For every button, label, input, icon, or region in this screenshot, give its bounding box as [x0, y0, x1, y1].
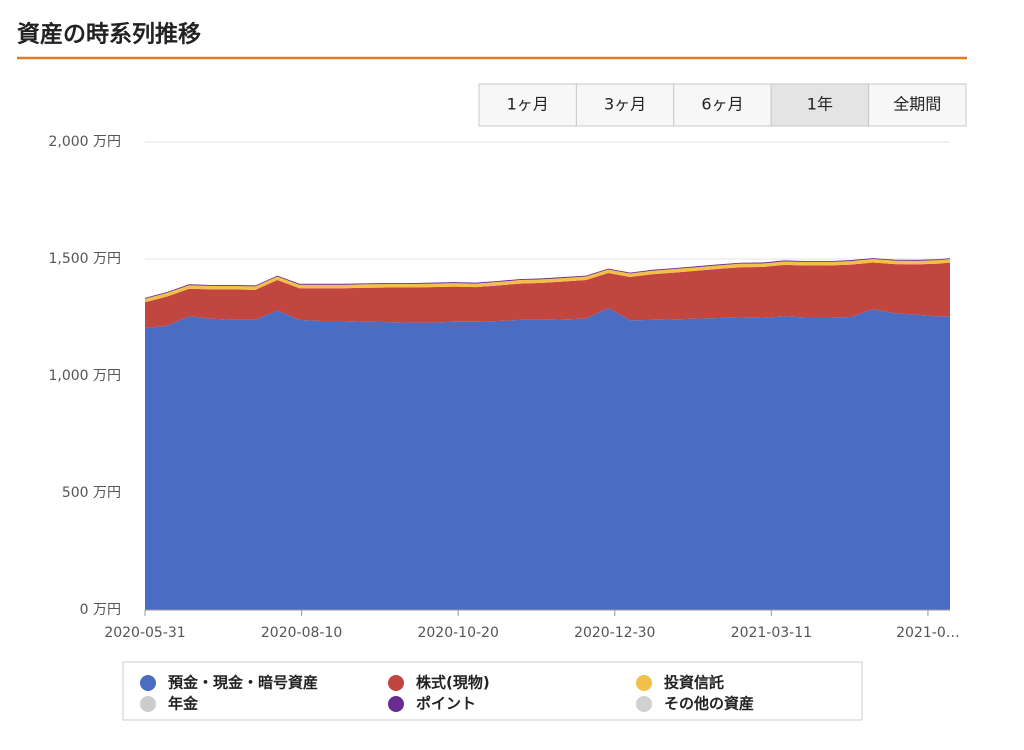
legend-item[interactable]: その他の資産: [636, 695, 754, 713]
x-tick-label: 2021-03-11: [731, 625, 812, 641]
legend-swatch[interactable]: [140, 675, 156, 691]
button-label[interactable]: 1ヶ月: [507, 95, 549, 114]
button-face[interactable]: [868, 83, 967, 127]
area: [145, 308, 950, 610]
range-button[interactable]: 3ヶ月: [575, 83, 675, 127]
x-tick-label: 2020-12-30: [574, 625, 655, 641]
button-face[interactable]: [478, 83, 577, 127]
range-buttons: 1ヶ月 3ヶ月 6ヶ月 1年 全期間: [478, 83, 967, 127]
legend-item[interactable]: 投資信託: [636, 674, 724, 692]
legend-item[interactable]: 株式(現物): [388, 674, 490, 692]
button-label[interactable]: 3ヶ月: [604, 95, 646, 114]
range-button[interactable]: 1ヶ月: [478, 83, 577, 127]
legend-label[interactable]: 投資信託: [664, 674, 724, 692]
legend-swatch[interactable]: [388, 675, 404, 691]
y-tick-label: 1,500 万円: [48, 251, 121, 267]
legend-label[interactable]: ポイント: [416, 695, 476, 713]
legend-swatch[interactable]: [636, 696, 652, 712]
legend-label[interactable]: 年金: [168, 695, 199, 713]
legend-swatch[interactable]: [636, 675, 652, 691]
area: [145, 258, 950, 299]
x-tick-label: 2020-10-20: [417, 625, 498, 641]
button-label[interactable]: 1年: [807, 95, 833, 114]
legend-item[interactable]: ポイント: [388, 695, 476, 713]
range-button[interactable]: 1年: [770, 83, 870, 127]
button-label[interactable]: 全期間: [893, 95, 941, 114]
area: [145, 259, 950, 303]
legend-item[interactable]: 年金: [140, 695, 199, 713]
button-face[interactable]: [575, 83, 675, 127]
legend-item[interactable]: 預金・現金・暗号資産: [140, 674, 318, 692]
y-tick-label: 2,000 万円: [48, 134, 121, 150]
legend-swatch[interactable]: [140, 696, 156, 712]
x-tick-label: 2020-05-31: [104, 625, 185, 641]
button-face[interactable]: [770, 83, 870, 127]
area: [145, 262, 950, 329]
y-tick-label: 0 万円: [80, 602, 121, 618]
range-button[interactable]: 全期間: [868, 83, 967, 127]
legend-label[interactable]: 預金・現金・暗号資産: [168, 674, 318, 692]
range-button[interactable]: 6ヶ月: [673, 83, 772, 127]
legend-box: [122, 661, 863, 721]
button-face[interactable]: [673, 83, 772, 127]
y-tick-label: 500 万円: [62, 485, 121, 501]
page-title: 資産の時系列推移: [17, 21, 201, 48]
x-tick-label: 2020-08-10: [261, 625, 342, 641]
button-label[interactable]: 6ヶ月: [701, 95, 743, 114]
x-tick-label: 2021-0…: [896, 625, 960, 641]
legend-label[interactable]: 株式(現物): [416, 674, 490, 692]
legend-label[interactable]: その他の資産: [664, 695, 754, 713]
y-tick-label: 1,000 万円: [48, 368, 121, 384]
legend-swatch[interactable]: [388, 696, 404, 712]
plot-area: 0 万円 500 万円 1,000 万円 1,500 万円 2,000 万円 2020-0…: [48, 134, 959, 641]
